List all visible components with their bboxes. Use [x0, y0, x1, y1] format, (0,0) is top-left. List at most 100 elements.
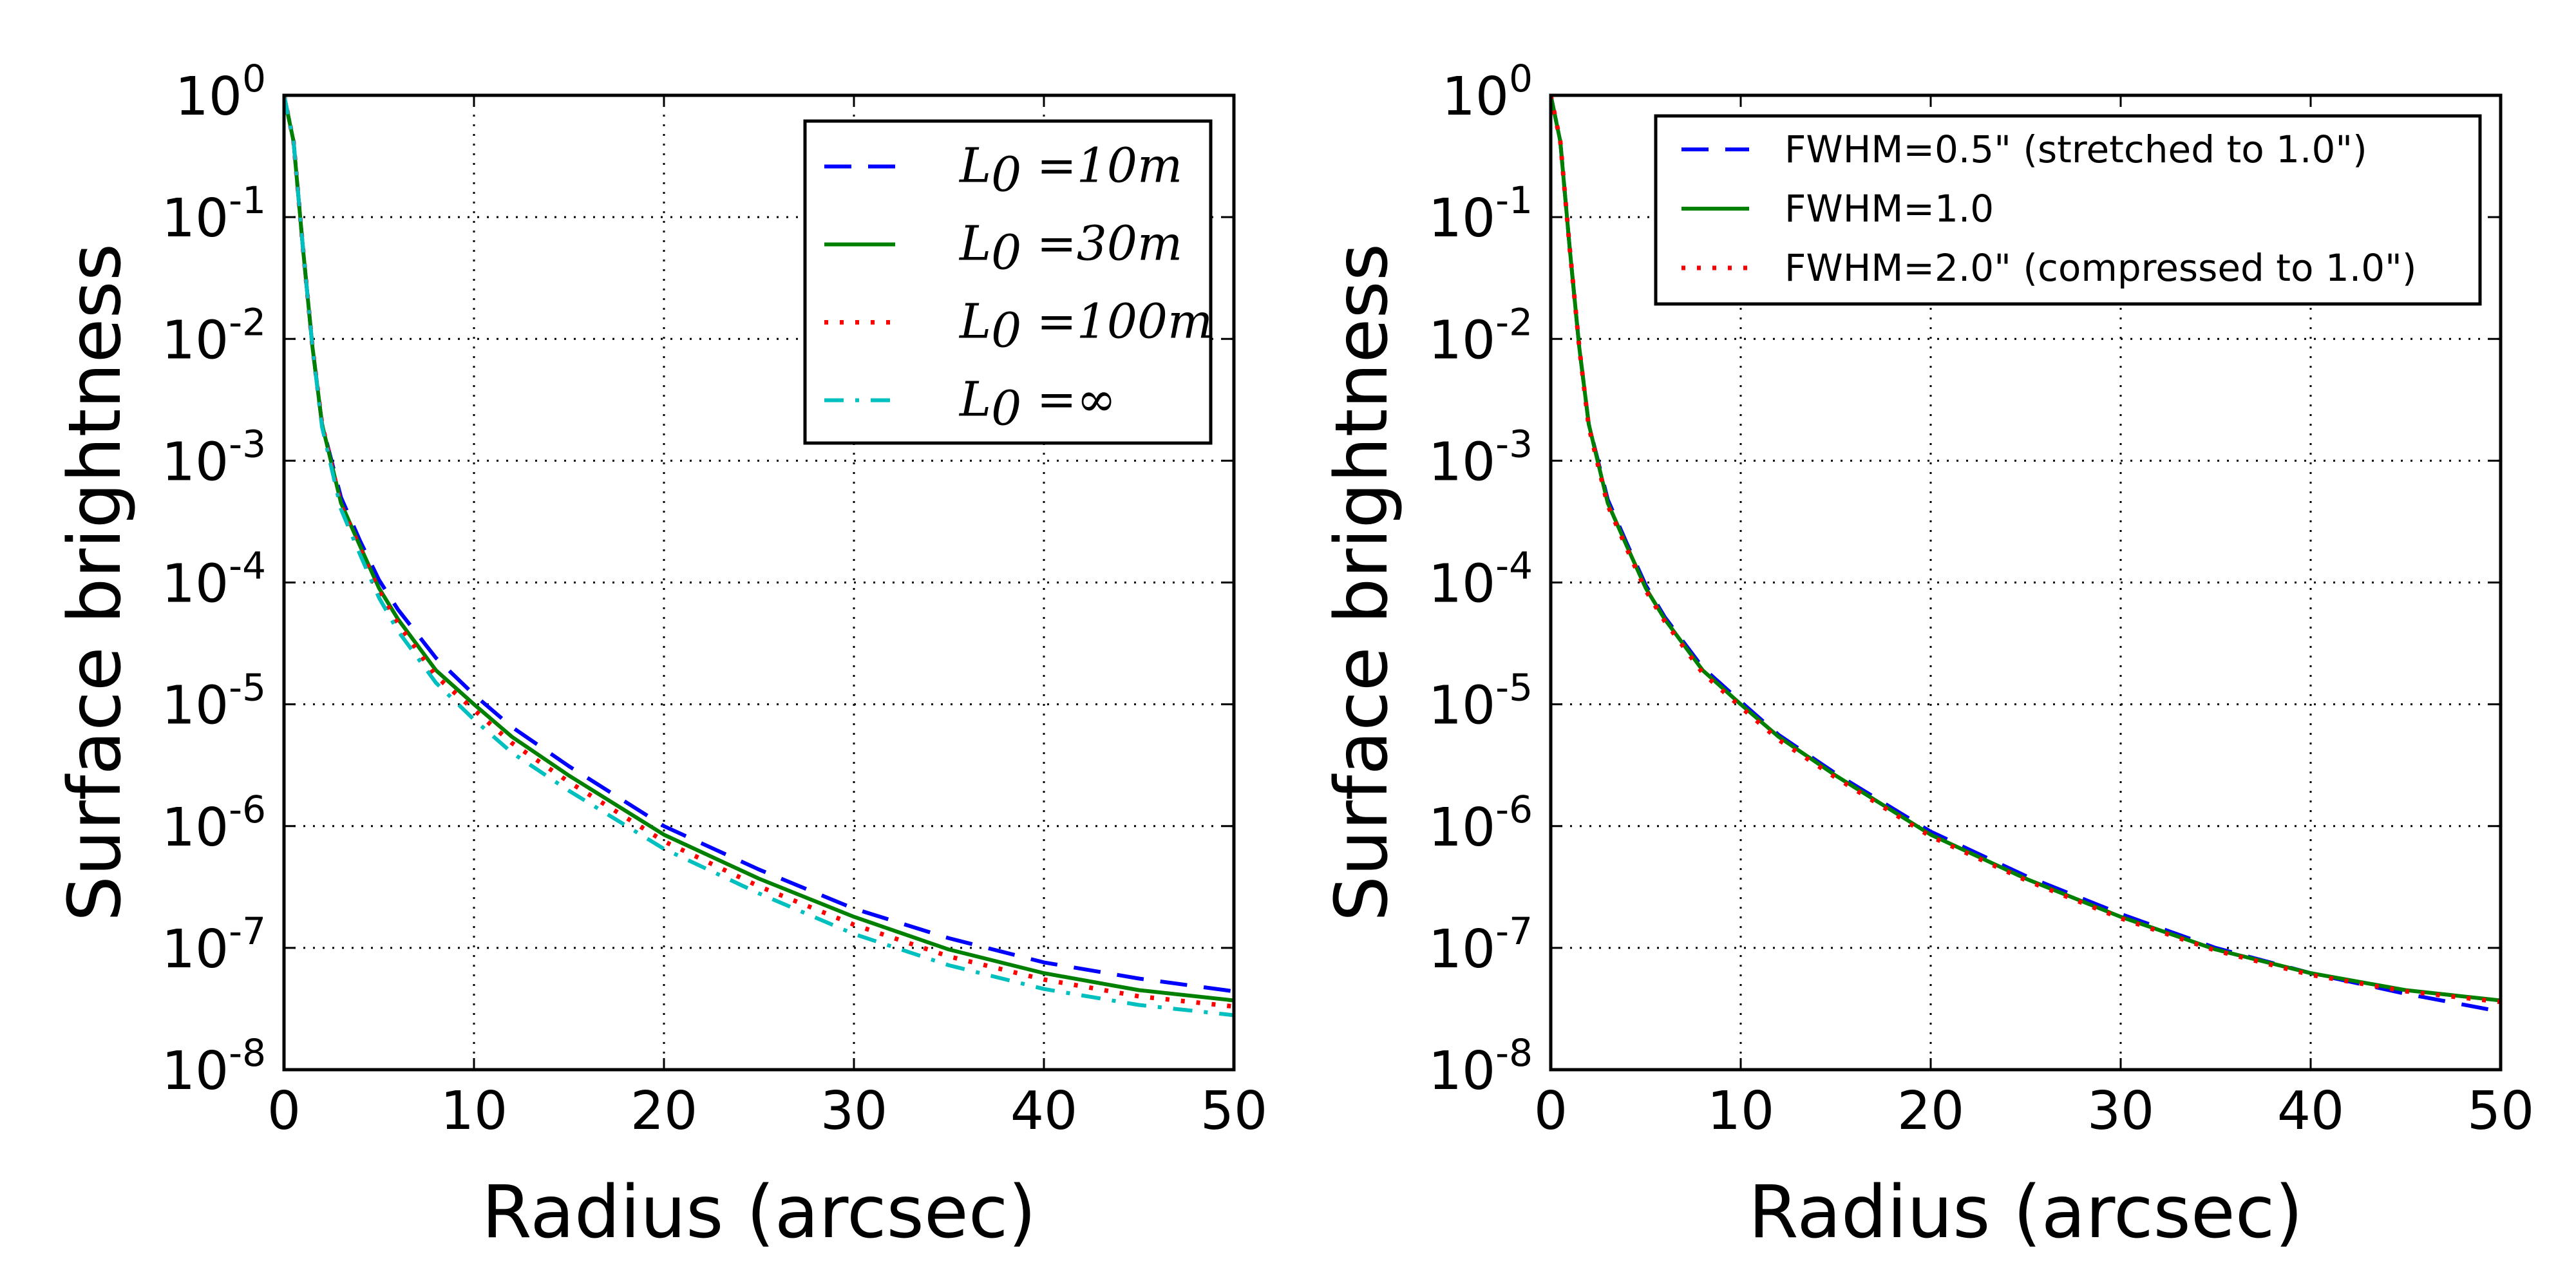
y-tick-exponent: -6 [229, 788, 266, 831]
y-tick-exponent: 0 [1509, 57, 1533, 100]
y-tick-label: 10-6 [1428, 788, 1533, 858]
y-tick-label: 10-3 [1428, 422, 1533, 493]
y-tick-label: 10-2 [162, 300, 266, 371]
y-tick-label: 10-3 [162, 422, 266, 493]
y-tick-exponent: -2 [229, 300, 266, 344]
x-tick-label: 0 [267, 1081, 301, 1142]
legend-math-sub: 0 [991, 225, 1021, 281]
y-tick-base: 10 [1428, 919, 1495, 980]
y-tick-exponent: -7 [229, 909, 266, 953]
x-tick-label: 50 [2467, 1081, 2534, 1142]
y-tick-base: 10 [162, 554, 229, 615]
x-axis-title: Radius (arcsec) [1748, 1171, 2303, 1255]
series-line-4 [284, 95, 1234, 1018]
y-tick-label: 10-5 [162, 666, 266, 737]
series-group [284, 95, 1234, 1018]
y-tick-base: 10 [162, 919, 229, 980]
y-tick-base: 10 [162, 188, 229, 249]
y-tick-exponent: -3 [229, 422, 266, 466]
legend-label-2: L0 =30m [958, 216, 1182, 281]
y-tick-exponent: -4 [229, 544, 266, 588]
legend-label-3: L0 =100m [958, 294, 1213, 359]
y-tick-base: 10 [162, 676, 229, 737]
y-tick-base: 10 [175, 66, 242, 128]
x-tick-label: 50 [1200, 1081, 1267, 1142]
x-tick-label: 0 [1534, 1081, 1567, 1142]
y-tick-exponent: -5 [1495, 666, 1533, 710]
y-tick-base: 10 [1442, 66, 1509, 128]
legend-math-sub: 0 [991, 147, 1021, 203]
legend-math-var: L [958, 372, 991, 428]
y-tick-exponent: -8 [229, 1031, 266, 1075]
legend-label-3: FWHM=2.0" (compressed to 1.0") [1785, 246, 2416, 290]
legend-unit: m [1137, 138, 1182, 194]
y-tick-label: 10-8 [1428, 1031, 1533, 1102]
y-tick-label: 10-2 [1428, 300, 1533, 371]
y-tick-base: 10 [1428, 431, 1495, 493]
legend-math-var: L [958, 294, 991, 350]
legend-unit: m [1137, 216, 1182, 272]
y-tick-base: 10 [1428, 797, 1495, 858]
series-group [1551, 95, 2501, 1014]
legend-math-rest: =10 [1021, 138, 1137, 194]
x-tick-label: 20 [1897, 1081, 1964, 1142]
chart-panel-1: 0 10 20 30 40 5010010-110-210-310-410-510-610… [53, 57, 1267, 1255]
series-line-2 [1551, 95, 2501, 1003]
y-tick-exponent: -3 [1495, 422, 1533, 466]
legend-math-rest: =100 [1021, 294, 1168, 350]
x-tick-label: 40 [2277, 1081, 2344, 1142]
series-line-3 [1551, 95, 2501, 1005]
y-tick-exponent: -5 [229, 666, 266, 710]
legend-frame [803, 119, 1213, 445]
y-tick-label: 10-1 [162, 178, 266, 249]
y-tick-exponent: -7 [1495, 909, 1533, 953]
legend: FWHM=0.5" (stretched to 1.0") FWHM=1.0 FWH… [1654, 114, 2482, 306]
x-tick-label: 10 [1707, 1081, 1774, 1142]
y-tick-label: 10-8 [162, 1031, 266, 1102]
y-tick-exponent: -1 [1495, 178, 1533, 222]
y-tick-label: 10-7 [1428, 909, 1533, 980]
y-tick-label: 10-4 [1428, 544, 1533, 615]
x-tick-label: 40 [1010, 1081, 1077, 1142]
legend-unit: m [1168, 294, 1213, 350]
y-tick-base: 10 [162, 797, 229, 858]
legend-label-4: L0 =∞ [958, 372, 1116, 437]
legend-math-var: L [958, 216, 991, 272]
y-tick-base: 10 [162, 1041, 229, 1102]
y-tick-label: 10-5 [1428, 666, 1533, 737]
y-tick-base: 10 [162, 310, 229, 371]
legend-math-sub: 0 [991, 381, 1021, 437]
x-axis-title: Radius (arcsec) [482, 1171, 1036, 1255]
y-tick-exponent: -1 [229, 178, 266, 222]
x-tick-label: 30 [820, 1081, 887, 1142]
legend-label-2: FWHM=1.0 [1785, 187, 1994, 231]
grid [284, 95, 1234, 1070]
y-tick-exponent: 0 [242, 57, 266, 100]
x-tick-label: 30 [2087, 1081, 2154, 1142]
legend-math-rest: =30 [1021, 216, 1137, 272]
y-tick-label: 10-1 [1428, 178, 1533, 249]
y-axis-title: Surface brightness [53, 243, 137, 922]
y-axis-title: Surface brightness [1320, 243, 1404, 922]
y-tick-exponent: -8 [1495, 1031, 1533, 1075]
legend-math-rest: =∞ [1021, 372, 1116, 428]
series-line-2 [284, 95, 1234, 1003]
y-tick-base: 10 [1428, 188, 1495, 249]
y-tick-label: 100 [175, 57, 266, 128]
y-tick-base: 10 [162, 431, 229, 493]
y-tick-base: 10 [1428, 310, 1495, 371]
y-tick-base: 10 [1428, 554, 1495, 615]
y-tick-base: 10 [1428, 1041, 1495, 1102]
legend-frame [1654, 114, 2482, 306]
legend-label-1: L0 =10m [958, 138, 1182, 203]
x-tick-label: 10 [440, 1081, 507, 1142]
y-tick-exponent: -4 [1495, 544, 1533, 588]
y-tick-base: 10 [1428, 676, 1495, 737]
y-tick-label: 10-7 [162, 909, 266, 980]
legend-label-1: FWHM=0.5" (stretched to 1.0") [1785, 128, 2367, 171]
y-tick-label: 10-6 [162, 788, 266, 858]
y-tick-label: 100 [1442, 57, 1533, 128]
y-tick-exponent: -6 [1495, 788, 1533, 831]
